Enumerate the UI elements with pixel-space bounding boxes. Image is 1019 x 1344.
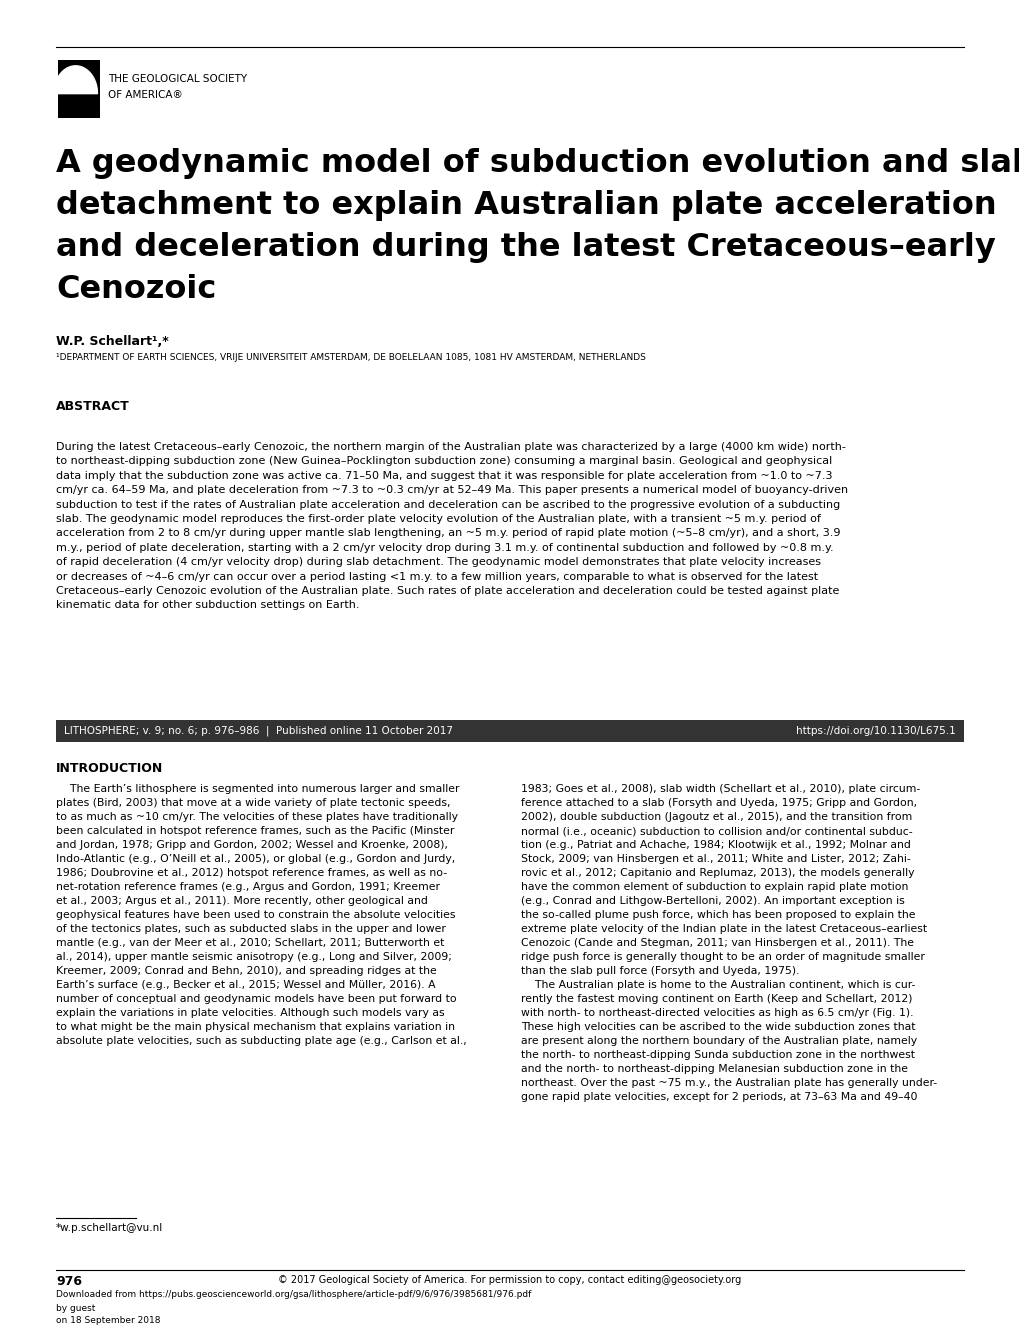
Text: The Earth’s lithosphere is segmented into numerous larger and smaller
plates (Bi: The Earth’s lithosphere is segmented int… — [56, 784, 467, 1046]
Text: https://doi.org/10.1130/L675.1: https://doi.org/10.1130/L675.1 — [796, 726, 955, 737]
Text: LITHOSPHERE; v. 9; no. 6; p. 976–986  |  Published online 11 October 2017: LITHOSPHERE; v. 9; no. 6; p. 976–986 | P… — [64, 726, 452, 737]
Text: ABSTRACT: ABSTRACT — [56, 401, 129, 413]
Text: 976: 976 — [56, 1275, 82, 1288]
Text: A geodynamic model of subduction evolution and slab: A geodynamic model of subduction evoluti… — [56, 148, 1019, 179]
Bar — [56, 720, 963, 742]
Text: Cenozoic: Cenozoic — [56, 274, 216, 305]
Text: ¹DEPARTMENT OF EARTH SCIENCES, VRIJE UNIVERSITEIT AMSTERDAM, DE BOELELAAN 1085, : ¹DEPARTMENT OF EARTH SCIENCES, VRIJE UNI… — [56, 353, 645, 362]
Text: During the latest Cretaceous–early Cenozoic, the northern margin of the Australi: During the latest Cretaceous–early Cenoz… — [56, 442, 847, 610]
Text: *w.p.schellart@vu.nl: *w.p.schellart@vu.nl — [56, 1223, 163, 1232]
Polygon shape — [54, 66, 98, 94]
Text: W.P. Schellart¹,*: W.P. Schellart¹,* — [56, 335, 168, 348]
Text: © 2017 Geological Society of America. For permission to copy, contact editing@ge: © 2017 Geological Society of America. Fo… — [278, 1275, 741, 1285]
Text: by guest: by guest — [56, 1304, 96, 1313]
Text: 1983; Goes et al., 2008), slab width (Schellart et al., 2010), plate circum-
fer: 1983; Goes et al., 2008), slab width (Sc… — [521, 784, 936, 1102]
Text: and deceleration during the latest Cretaceous–early: and deceleration during the latest Creta… — [56, 233, 995, 263]
Text: INTRODUCTION: INTRODUCTION — [56, 762, 163, 775]
Bar — [58, 60, 100, 118]
Text: Downloaded from https://pubs.geoscienceworld.org/gsa/lithosphere/article-pdf/9/6: Downloaded from https://pubs.geosciencew… — [56, 1290, 531, 1300]
Text: THE GEOLOGICAL SOCIETY: THE GEOLOGICAL SOCIETY — [108, 74, 247, 83]
Text: detachment to explain Australian plate acceleration: detachment to explain Australian plate a… — [56, 190, 996, 220]
Text: OF AMERICA®: OF AMERICA® — [108, 90, 182, 99]
Text: on 18 September 2018: on 18 September 2018 — [56, 1316, 160, 1325]
